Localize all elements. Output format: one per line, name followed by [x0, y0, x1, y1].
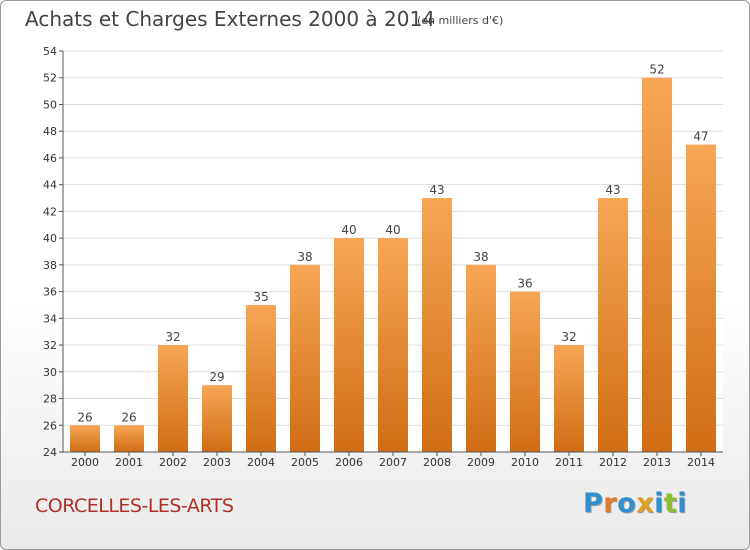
logo-letter: P [583, 488, 604, 519]
value-label: 47 [693, 130, 708, 144]
y-tick-label: 40 [43, 232, 57, 245]
value-label: 40 [341, 223, 356, 237]
bar [510, 291, 540, 452]
value-label: 43 [605, 183, 620, 197]
bar [686, 144, 716, 453]
chart-unit: (en milliers d'€) [417, 14, 504, 27]
bar [202, 385, 232, 452]
logo-letter: t [663, 488, 678, 519]
y-tick-label: 30 [43, 366, 57, 379]
value-label: 38 [473, 250, 488, 264]
proxiti-logo: Proxiti [583, 488, 687, 519]
x-tick-label: 2011 [555, 456, 583, 469]
bar [158, 345, 188, 452]
x-tick-label: 2014 [687, 456, 715, 469]
x-tick-label: 2005 [291, 456, 319, 469]
x-tick-label: 2004 [247, 456, 275, 469]
y-tick-label: 44 [43, 179, 57, 192]
bar [554, 345, 584, 452]
logo-letter: o [617, 488, 637, 519]
logo-letter: i [654, 488, 664, 519]
y-tick-label: 32 [43, 339, 57, 352]
chart-title: Achats et Charges Externes 2000 à 2014 [25, 7, 435, 31]
value-label: 40 [385, 223, 400, 237]
bar [334, 238, 364, 452]
y-tick-label: 46 [43, 152, 57, 165]
value-label: 52 [649, 63, 664, 77]
bar [290, 264, 320, 452]
logo-letter: x [636, 488, 655, 519]
x-tick-label: 2013 [643, 456, 671, 469]
value-label: 26 [121, 410, 136, 424]
value-label: 36 [517, 277, 532, 291]
value-label: 26 [77, 410, 92, 424]
value-label: 38 [297, 250, 312, 264]
y-tick-label: 42 [43, 205, 57, 218]
bar [246, 304, 276, 452]
value-label: 29 [209, 370, 224, 384]
x-tick-label: 2012 [599, 456, 627, 469]
x-tick-label: 2008 [423, 456, 451, 469]
y-tick-label: 26 [43, 419, 57, 432]
y-tick-label: 52 [43, 72, 57, 85]
bar [114, 425, 144, 452]
x-tick-label: 2007 [379, 456, 407, 469]
y-tick-label: 38 [43, 259, 57, 272]
y-tick-label: 50 [43, 98, 57, 111]
bar [378, 238, 408, 452]
logo-letter: i [677, 488, 688, 519]
x-tick-label: 2009 [467, 456, 495, 469]
x-tick-label: 2002 [159, 456, 187, 469]
x-tick-label: 2000 [71, 456, 99, 469]
value-label: 32 [165, 330, 180, 344]
y-tick-label: 28 [43, 393, 57, 406]
value-label: 43 [429, 183, 444, 197]
x-tick-label: 2003 [203, 456, 231, 469]
y-tick-label: 24 [43, 446, 57, 459]
bar [466, 264, 496, 452]
y-tick-label: 34 [43, 312, 57, 325]
place-name: CORCELLES-LES-ARTS [35, 495, 234, 517]
x-tick-label: 2001 [115, 456, 143, 469]
logo-letter: r [603, 488, 618, 519]
bar [70, 425, 100, 452]
x-tick-label: 2010 [511, 456, 539, 469]
y-tick-label: 48 [43, 125, 57, 138]
value-label: 35 [253, 290, 268, 304]
y-tick-label: 36 [43, 286, 57, 299]
value-label: 32 [561, 330, 576, 344]
x-tick-label: 2006 [335, 456, 363, 469]
bar [642, 77, 672, 452]
y-tick-label: 54 [43, 45, 57, 58]
bar [598, 198, 628, 452]
bar [422, 198, 452, 452]
